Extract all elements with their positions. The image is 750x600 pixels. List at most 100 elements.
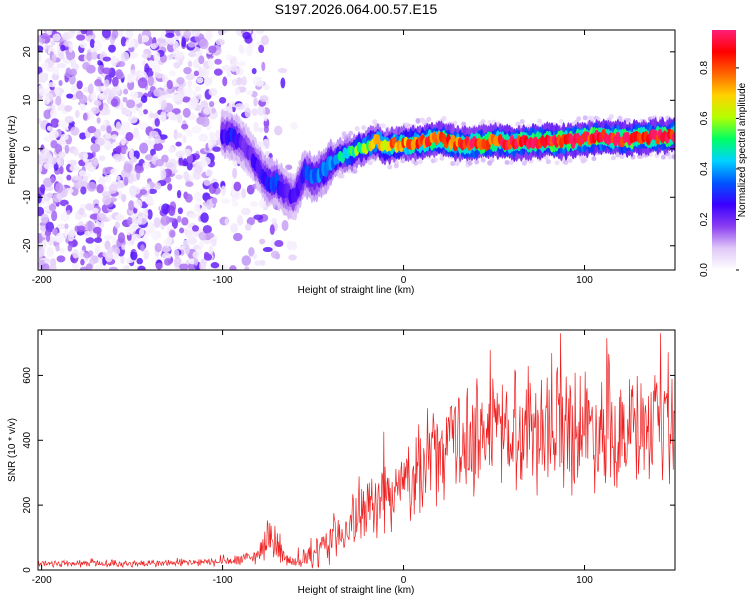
heatmap-cell	[68, 42, 74, 53]
heatmap-cell	[183, 171, 189, 180]
heatmap-cell	[193, 70, 200, 77]
heatmap-cell	[80, 30, 88, 35]
heatmap-cell	[261, 61, 266, 72]
heatmap-x-tick-label: 0	[401, 275, 407, 286]
heatmap-cell	[129, 51, 139, 59]
heatmap-cell	[51, 228, 58, 236]
heatmap-cell	[138, 228, 145, 237]
heatmap-cell	[127, 216, 133, 226]
heatmap-cell	[198, 55, 205, 65]
heatmap-cell	[348, 130, 354, 136]
heatmap-cell	[153, 88, 163, 97]
heatmap-cell	[85, 220, 95, 232]
heatmap-cell	[147, 90, 152, 98]
heatmap-cell	[116, 175, 121, 181]
heatmap-cell	[110, 57, 121, 63]
heatmap-cell	[450, 161, 456, 167]
heatmap-cell	[60, 133, 69, 141]
heatmap-cell	[504, 160, 510, 166]
snr-y-tick-label: 600	[22, 367, 33, 384]
heatmap-cell	[91, 51, 98, 60]
heatmap-cell	[112, 141, 120, 147]
heatmap-cell	[203, 76, 213, 86]
heatmap-cell	[168, 229, 176, 238]
heatmap-cell	[111, 76, 119, 87]
heatmap-cell	[95, 245, 100, 256]
heatmap-cell	[137, 77, 148, 89]
heatmap-cell	[44, 229, 52, 237]
heatmap-cell	[237, 214, 244, 226]
heatmap-cell	[200, 212, 209, 223]
heatmap-cell	[80, 258, 85, 266]
heatmap-cell	[253, 214, 264, 220]
heatmap-cell	[100, 220, 105, 228]
heatmap-cell	[52, 33, 61, 42]
heatmap-cell	[528, 158, 534, 164]
heatmap-cell	[207, 58, 214, 68]
heatmap-cell	[126, 99, 136, 109]
heatmap-cell	[174, 249, 180, 259]
heatmap-cell	[55, 95, 62, 106]
heatmap-cell	[537, 118, 543, 124]
heatmap-cell	[101, 30, 111, 39]
heatmap-cell	[175, 174, 183, 180]
heatmap-cell	[123, 162, 133, 173]
heatmap-cell	[208, 45, 217, 54]
heatmap-cell	[93, 237, 103, 244]
heatmap-cell	[671, 154, 675, 160]
heatmap-cell	[159, 94, 168, 102]
heatmap-cell	[212, 181, 219, 189]
heatmap-cell	[576, 116, 582, 122]
heatmap-cell	[82, 112, 88, 121]
heatmap-cell	[137, 33, 143, 45]
heatmap-cell	[253, 121, 259, 132]
snr-frame	[37, 329, 676, 571]
heatmap-y-tick-label: 0	[22, 146, 33, 152]
heatmap-cell	[38, 249, 44, 258]
heatmap-cell	[256, 105, 266, 117]
snr-line-chart: -200 -100 0 100 0 200 400 600 Height of straig…	[7, 329, 676, 596]
heatmap-cell	[102, 251, 107, 257]
heatmap-cell	[176, 113, 183, 124]
snr-y-tick-label: 0	[22, 567, 33, 573]
heatmap-cell	[563, 159, 569, 165]
heatmap-cell	[45, 234, 51, 243]
heatmap-cell	[285, 164, 293, 170]
heatmap-cell	[160, 31, 167, 40]
chart-title: S197.2026.064.00.57.E15	[275, 1, 438, 17]
heatmap-cell	[198, 133, 209, 143]
heatmap-cell	[168, 146, 175, 153]
heatmap-cell	[671, 132, 675, 144]
heatmap-cell	[221, 64, 231, 72]
heatmap-cell	[240, 76, 247, 86]
heatmap-cell	[43, 185, 54, 192]
heatmap-cell	[104, 88, 112, 96]
heatmap-cell	[480, 119, 486, 125]
heatmap-cell	[125, 132, 134, 142]
heatmap-cell	[92, 226, 102, 234]
heatmap-cell	[64, 223, 69, 230]
heatmap-cell	[84, 230, 91, 239]
heatmap-cell	[151, 67, 162, 73]
heatmap-cell	[108, 184, 118, 194]
heatmap-cell	[248, 246, 255, 257]
heatmap-cell	[161, 100, 168, 109]
heatmap-cell	[361, 125, 367, 131]
heatmap-cell	[174, 93, 184, 103]
heatmap-cell	[178, 263, 189, 270]
heatmap-cell	[56, 255, 66, 263]
colorbar-tick-label: 0.0	[699, 263, 710, 277]
colorbar-tick-label: 0.6	[699, 111, 710, 125]
heatmap-cell	[115, 69, 123, 80]
heatmap-cell	[194, 191, 203, 203]
heatmap-cell	[237, 60, 246, 67]
heatmap-cell	[251, 32, 257, 40]
heatmap-cell	[188, 51, 197, 58]
heatmap-cell	[85, 237, 95, 244]
heatmap-cell	[168, 205, 176, 217]
heatmap-cell	[240, 207, 251, 216]
heatmap-cell	[213, 68, 223, 76]
heatmap-cell	[192, 251, 200, 259]
heatmap-cell	[138, 121, 148, 130]
heatmap-y-tick-label: 20	[22, 46, 33, 58]
